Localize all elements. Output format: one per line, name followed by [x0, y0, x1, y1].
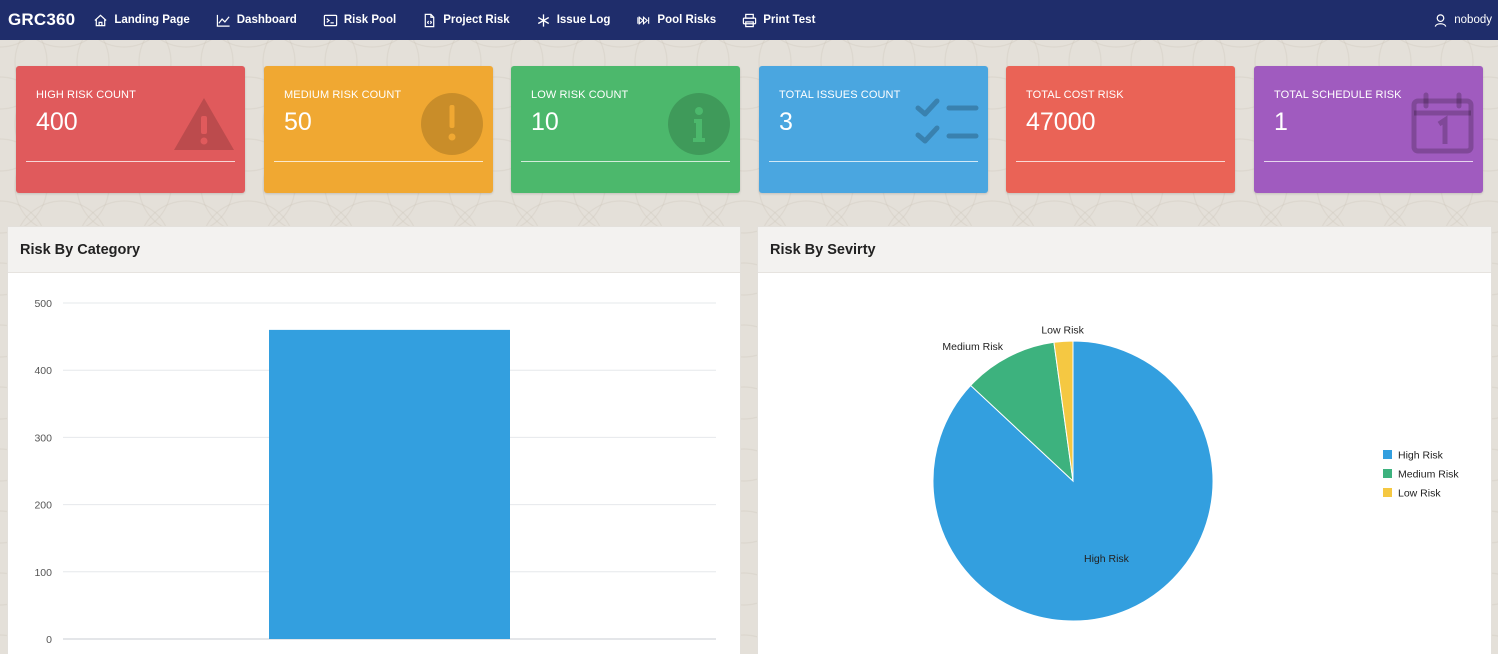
nav-label: Dashboard: [236, 14, 297, 26]
y-tick-label: 400: [34, 365, 52, 377]
line-chart-icon: [216, 14, 230, 27]
card-value: 47000: [1026, 108, 1096, 136]
y-tick-label: 300: [34, 432, 52, 444]
main-nav: Landing Page Dashboard Risk Pool Project…: [93, 0, 841, 40]
nav-label: Risk Pool: [343, 14, 397, 26]
card-label: MEDIUM RISK COUNT: [284, 89, 402, 101]
asterisk-icon: [537, 13, 549, 27]
bar-chart: 0 100 200 300 400 500: [34, 298, 716, 646]
info-circle-icon: [668, 93, 730, 155]
card-value: 10: [531, 108, 559, 136]
skip-icon: [637, 15, 650, 25]
card-total-cost-risk[interactable]: TOTAL COST RISK 47000: [1006, 66, 1235, 193]
legend-label[interactable]: Medium Risk: [1398, 469, 1459, 481]
nav-issue-log[interactable]: Issue Log: [536, 0, 611, 40]
file-icon: [424, 13, 435, 27]
card-value: 400: [36, 108, 78, 136]
user-icon: [1435, 13, 1447, 27]
card-low-risk-count[interactable]: LOW RISK COUNT 10: [511, 66, 740, 193]
terminal-icon: [323, 14, 338, 26]
pie-slice[interactable]: [969, 341, 1074, 483]
card-label: LOW RISK COUNT: [531, 89, 629, 101]
pie-slice[interactable]: [1053, 340, 1074, 482]
nav-project-risk[interactable]: Project Risk: [422, 0, 510, 40]
card-divider: [521, 161, 730, 162]
printer-icon: [743, 13, 757, 27]
legend-label[interactable]: High Risk: [1398, 450, 1444, 462]
top-navbar: GRC360 Landing Page Dashboard Risk Pool …: [0, 0, 1498, 40]
pie-label: Medium Risk: [942, 341, 1003, 353]
card-value: 1: [1274, 108, 1288, 136]
card-label: TOTAL SCHEDULE RISK: [1274, 89, 1402, 101]
bar[interactable]: [269, 329, 510, 639]
nav-landing-page[interactable]: Landing Page: [93, 0, 190, 40]
brand-logo[interactable]: GRC360: [8, 10, 76, 29]
card-label: TOTAL COST RISK: [1026, 89, 1124, 101]
calendar-icon: [1411, 92, 1474, 154]
card-total-schedule-risk[interactable]: TOTAL SCHEDULE RISK 1: [1254, 66, 1483, 193]
card-label: TOTAL ISSUES COUNT: [779, 89, 901, 101]
exclamation-circle-icon: [421, 93, 483, 155]
y-tick-label: 100: [34, 567, 52, 579]
nav-label: Project Risk: [443, 14, 510, 26]
y-tick-label: 500: [34, 298, 52, 310]
nav-label: Landing Page: [114, 14, 190, 26]
user-menu[interactable]: nobody: [1433, 0, 1492, 40]
pie-label: Low Risk: [1041, 324, 1084, 336]
pie-label: High Risk: [1084, 553, 1130, 565]
panel-risk-by-severity: Risk By Sevirty High Risk Medium Risk Low …: [757, 226, 1492, 654]
nav-risk-pool[interactable]: Risk Pool: [323, 0, 396, 40]
home-icon: [94, 14, 107, 26]
legend-swatch: [1383, 469, 1392, 478]
card-label: HIGH RISK COUNT: [36, 89, 136, 101]
card-total-issues-count[interactable]: TOTAL ISSUES COUNT 3: [759, 66, 988, 193]
card-high-risk-count[interactable]: HIGH RISK COUNT 400: [16, 66, 245, 193]
card-divider: [26, 161, 235, 162]
legend-swatch: [1383, 450, 1392, 459]
legend-swatch: [1383, 488, 1392, 497]
card-value: 3: [779, 108, 793, 136]
y-tick-label: 200: [34, 500, 52, 512]
panel-risk-by-category: Risk By Category 0 100 200 300 400 500: [7, 226, 741, 654]
nav-dashboard[interactable]: Dashboard: [216, 0, 297, 40]
card-divider: [1016, 161, 1225, 162]
nav-print-test[interactable]: Print Test: [742, 0, 815, 40]
card-medium-risk-count[interactable]: MEDIUM RISK COUNT 50: [264, 66, 493, 193]
panel-title: Risk By Sevirty: [758, 227, 1491, 273]
card-divider: [274, 161, 483, 162]
user-name: nobody: [1454, 14, 1492, 26]
nav-label: Pool Risks: [657, 14, 717, 26]
nav-label: Print Test: [763, 14, 816, 26]
warning-triangle-icon: [174, 98, 234, 150]
pie-chart: High Risk Medium Risk Low Risk High Risk Med…: [932, 324, 1459, 622]
card-divider: [1264, 161, 1473, 162]
card-divider: [769, 161, 978, 162]
card-value: 50: [284, 108, 312, 136]
legend-label[interactable]: Low Risk: [1398, 488, 1441, 500]
checklist-icon: [915, 98, 979, 144]
nav-pool-risks[interactable]: Pool Risks: [636, 0, 716, 40]
nav-label: Issue Log: [556, 14, 611, 26]
y-tick-label: 0: [46, 634, 52, 646]
panel-title: Risk By Category: [8, 227, 740, 273]
